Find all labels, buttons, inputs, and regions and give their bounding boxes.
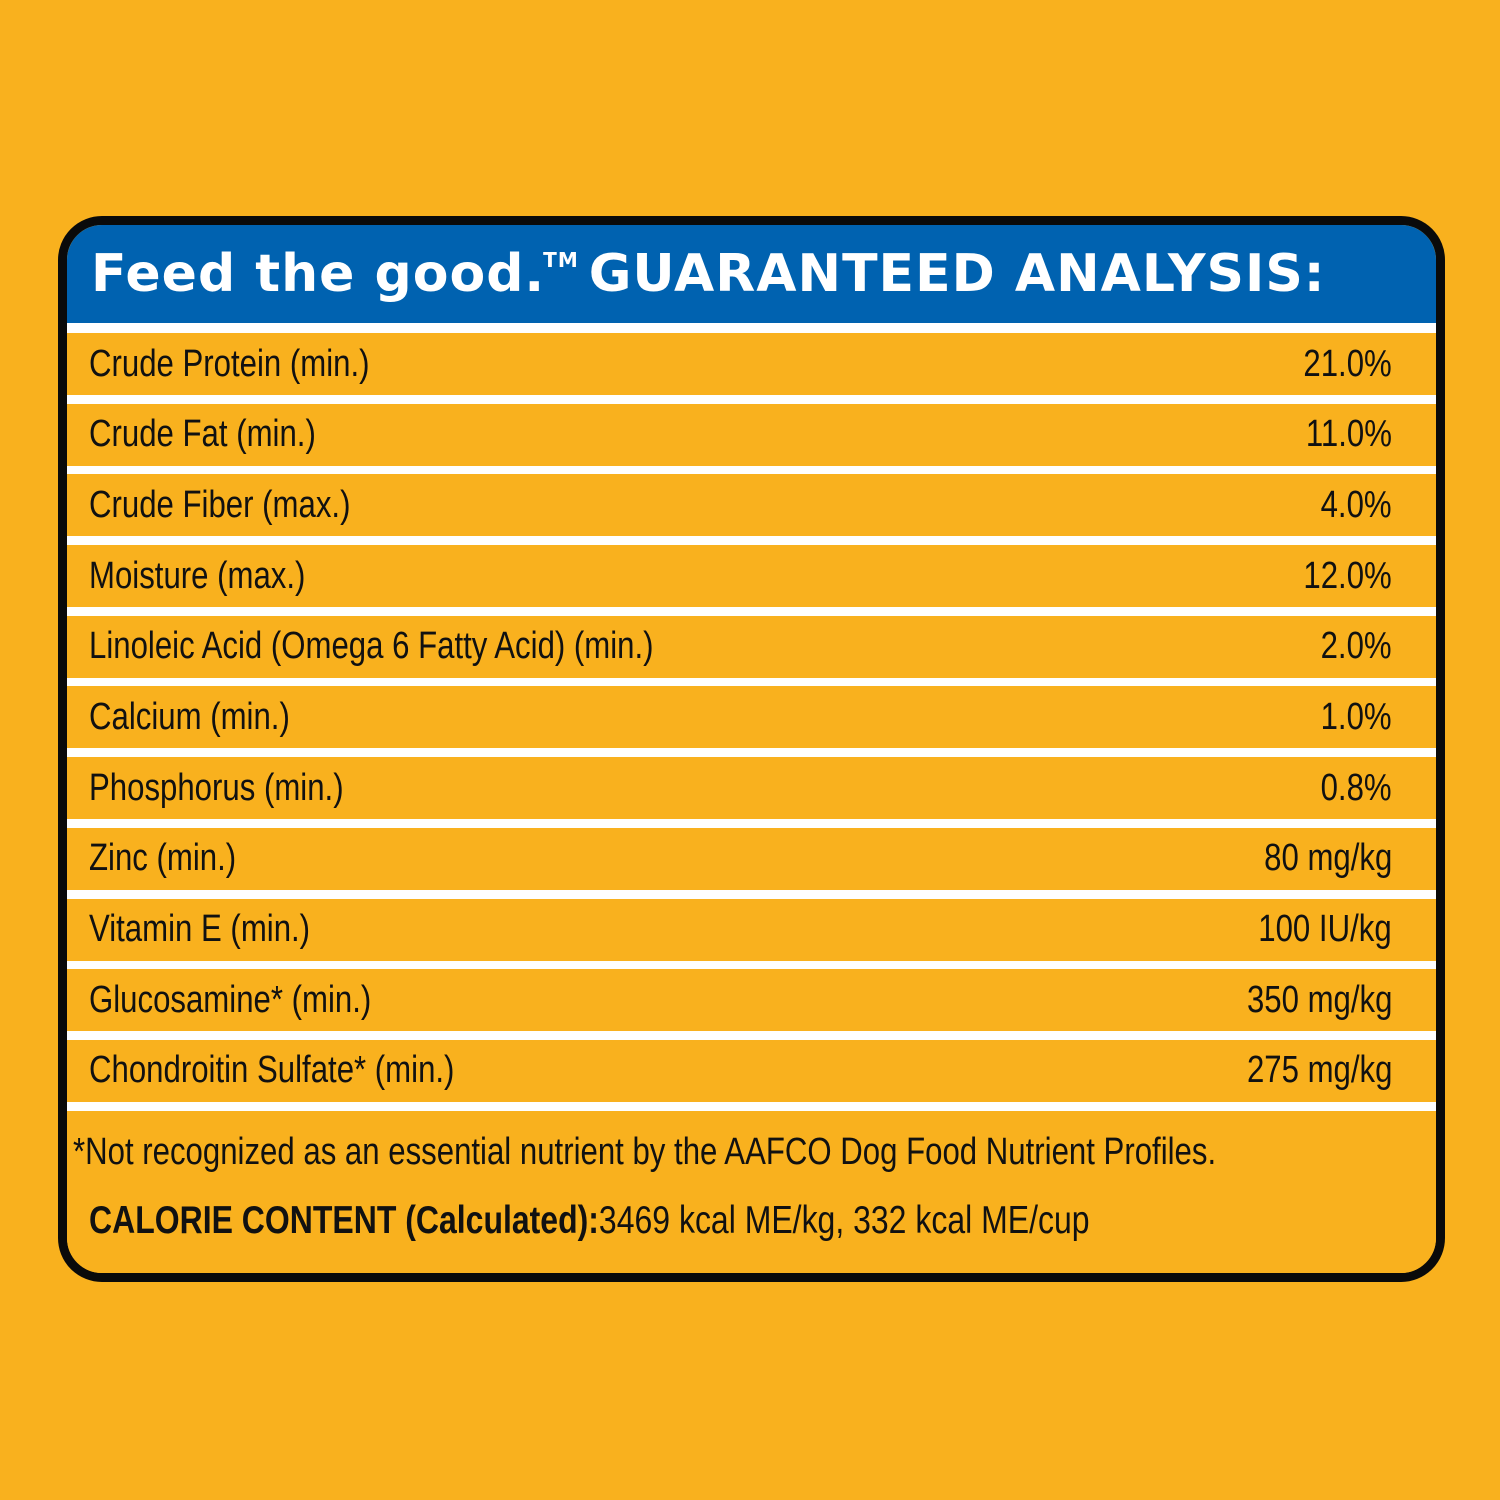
nutrient-row-linoleic-acid: Linoleic Acid (Omega 6 Fatty Acid) (min.… [67, 615, 1436, 678]
nutrient-row-glucosamine: Glucosamine* (min.) 350 mg/kg [67, 969, 1436, 1032]
nutrient-value: 275 mg/kg [1246, 1049, 1392, 1092]
nutrient-row-moisture: Moisture (max.) 12.0% [67, 545, 1436, 608]
nutrient-label: Chondroitin Sulfate* (min.) [89, 1049, 455, 1092]
nutrient-value: 80 mg/kg [1263, 837, 1392, 880]
nutrient-row-vitamin-e: Vitamin E (min.) 100 IU/kg [67, 898, 1436, 961]
nutrient-label: Linoleic Acid (Omega 6 Fatty Acid) (min.… [89, 625, 654, 668]
nutrient-label: Moisture (max.) [89, 554, 306, 597]
panel-header: Feed the good.TM GUARANTEED ANALYSIS: [67, 225, 1436, 323]
panel-footer: *Not recognized as an essential nutrient… [67, 1111, 1436, 1273]
nutrient-value: 2.0% [1320, 625, 1392, 668]
nutrient-label: Calcium (min.) [89, 695, 290, 738]
aafco-footnote: *Not recognized as an essential nutrient… [73, 1131, 1217, 1173]
nutrient-row-zinc: Zinc (min.) 80 mg/kg [67, 827, 1436, 890]
calorie-value: 3469 kcal ME/kg, 332 kcal ME/cup [598, 1199, 1090, 1242]
nutrient-label: Glucosamine* (min.) [89, 978, 372, 1021]
nutrient-row-phosphorus: Phosphorus (min.) 0.8% [67, 757, 1436, 820]
nutrient-label: Phosphorus (min.) [89, 766, 344, 809]
nutrient-label: Crude Fiber (max.) [89, 483, 351, 526]
nutrient-row-calcium: Calcium (min.) 1.0% [67, 686, 1436, 749]
nutrient-row-crude-protein: Crude Protein (min.) 21.0% [67, 333, 1436, 395]
nutrient-value: 11.0% [1305, 413, 1392, 456]
nutrient-row-chondroitin-sulfate: Chondroitin Sulfate* (min.) 275 mg/kg [67, 1039, 1436, 1102]
trademark-symbol: TM [543, 248, 579, 272]
calorie-label: CALORIE CONTENT (Calculated): [89, 1199, 599, 1242]
nutrient-value: 350 mg/kg [1246, 978, 1392, 1021]
nutrient-value: 0.8% [1320, 766, 1392, 809]
nutrient-row-crude-fiber: Crude Fiber (max.) 4.0% [67, 474, 1436, 537]
nutrient-value: 100 IU/kg [1258, 908, 1392, 950]
nutrient-row-crude-fat: Crude Fat (min.) 11.0% [67, 403, 1436, 466]
nutrient-value: 1.0% [1320, 695, 1392, 738]
nutrient-value: 4.0% [1320, 483, 1392, 526]
brand-slogan: Feed the good. [91, 244, 546, 304]
analysis-title: GUARANTEED ANALYSIS: [588, 244, 1326, 304]
nutrient-table: Crude Protein (min.) 21.0% Crude Fat (mi… [67, 323, 1436, 1111]
header-title: Feed the good.TM GUARANTEED ANALYSIS: [91, 244, 1326, 304]
nutrient-label: Crude Fat (min.) [89, 413, 316, 456]
nutrient-label: Vitamin E (min.) [89, 908, 311, 950]
guaranteed-analysis-panel: Feed the good.TM GUARANTEED ANALYSIS: Cru… [58, 216, 1445, 1282]
nutrient-label: Zinc (min.) [89, 837, 237, 880]
nutrient-value: 12.0% [1303, 554, 1392, 597]
nutrient-value: 21.0% [1303, 342, 1392, 385]
calorie-content: CALORIE CONTENT (Calculated):3469 kcal M… [89, 1199, 1090, 1243]
nutrient-label: Crude Protein (min.) [89, 342, 370, 385]
